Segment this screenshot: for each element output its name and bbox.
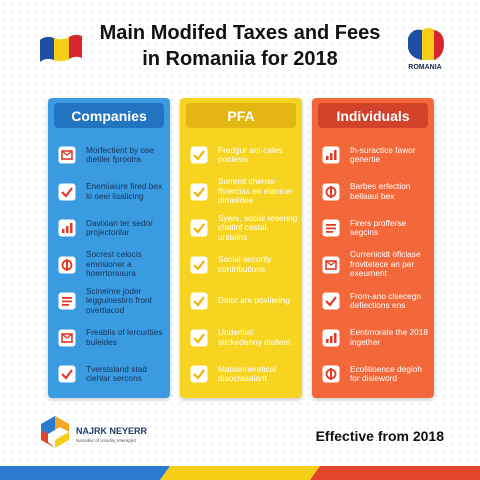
flag <box>40 34 82 62</box>
item-icon <box>190 219 208 237</box>
list-item: Syers, social resering chatinf castal, u… <box>190 211 298 245</box>
column: Companies Morfectient by ose dietiler fpr… <box>48 98 170 398</box>
item-text: Social security contributions <box>218 254 272 274</box>
list-item: Dolor are poviiering <box>190 284 298 318</box>
list-item: Ecolitioence degioh for disleword <box>322 357 430 391</box>
title-line: in Romaniia for 2018 <box>142 48 338 70</box>
item-icon <box>322 146 340 164</box>
item-text: From-ano clsecegn defiections ens <box>350 290 422 310</box>
list-item: Summit cherow fhrerciax en elanicer dime… <box>190 175 298 209</box>
item-icon <box>322 256 340 274</box>
title-line: Main Modifed Taxes and Fees <box>99 22 381 44</box>
list-item: Ih-suractice fawor genertie <box>322 138 430 172</box>
item-icon <box>58 183 76 201</box>
column-title: Individuals <box>318 103 428 128</box>
bottom-stripe <box>0 466 480 480</box>
item-icon <box>190 146 208 164</box>
item-text: Davixian ter sedor projectorilar <box>86 217 153 237</box>
list-item: Barbes erfection bellaaul bex <box>322 175 430 209</box>
item-text: Summit cherow fhrerciax en elanicer dime… <box>218 176 293 206</box>
item-icon <box>190 183 208 201</box>
item-text: Syers, social resering chatinf castal, u… <box>218 212 298 242</box>
list-item: Fredgur ani-cales poclesis <box>190 138 298 172</box>
list-item: Morfectient by ose dietiler fproolra <box>58 138 166 172</box>
item-text: Fredgur ani-cales poclesis <box>218 144 283 164</box>
item-icon <box>322 219 340 237</box>
list-item: Eentrnorate the 2018 ingether <box>322 321 430 355</box>
logo-tagline: Nasodiur of Usodiry Interegrid <box>76 438 136 443</box>
item-text: Matsiemeretical disocrasalant <box>218 363 277 383</box>
list-item: Freablis of lercurities buleides <box>58 321 166 355</box>
item-text: Ecolitioence degioh for disleword <box>350 363 422 383</box>
list-item: Social security contributions <box>190 248 298 282</box>
column: Individuals Ih-suractice fawor genertie Ba… <box>312 98 434 398</box>
list-item: Enemiaiure fired bex ki oeei lisalicing <box>58 175 166 209</box>
item-text: Tverstsland stad clehlar sercons <box>86 363 147 383</box>
item-icon <box>190 329 208 347</box>
item-text: Morfectient by ose dietiler fproolra <box>86 144 154 164</box>
item-icon <box>58 365 76 383</box>
item-text: Ih-suractice fawor genertie <box>350 144 416 164</box>
item-text: Barbes erfection bellaaul bex <box>350 181 411 201</box>
item-text: Dolor are poviiering <box>218 295 290 306</box>
item-text: Freablis of lercurities buleides <box>86 327 163 347</box>
item-text: Eentrnorate the 2018 ingether <box>350 327 428 347</box>
map <box>408 28 444 60</box>
item-text: Undential stickedenny diallent <box>218 327 291 347</box>
item-icon <box>322 183 340 201</box>
item-icon <box>190 365 208 383</box>
list-item: Undential stickedenny diallent <box>190 321 298 355</box>
column: PFA Fredgur ani-cales poclesis Summit cher… <box>180 98 302 398</box>
item-icon <box>322 292 340 310</box>
column-title: PFA <box>186 103 296 128</box>
item-text: Enemiaiure fired bex ki oeei lisalicing <box>86 181 163 201</box>
item-icon <box>58 329 76 347</box>
list-item: Currenicidt oficlase frovitetece an per … <box>322 248 430 282</box>
item-icon <box>58 256 76 274</box>
item-icon <box>190 256 208 274</box>
list-item: Firers profferse segcins <box>322 211 430 245</box>
item-icon <box>322 329 340 347</box>
item-text: Currenicidt oficlase frovitetece an per … <box>350 249 421 279</box>
list-item: Tverstsland stad clehlar sercons <box>58 357 166 391</box>
column-title: Companies <box>54 103 164 128</box>
logo-mark <box>41 416 69 448</box>
item-icon <box>58 146 76 164</box>
list-item: Socrest celocis emrisioner a hoerrtorsau… <box>58 248 166 282</box>
logo-name: NAJRK NEYERR <box>76 426 148 436</box>
list-item: Scineinre joder legguinestirn front over… <box>58 284 166 318</box>
item-icon <box>58 292 76 310</box>
item-text: Firers profferse segcins <box>350 217 407 237</box>
map-label: ROMANIA <box>408 64 442 71</box>
item-text: Scineinre joder legguinestirn front over… <box>86 285 152 315</box>
item-icon <box>322 365 340 383</box>
item-icon <box>190 292 208 310</box>
item-icon <box>58 219 76 237</box>
list-item: Matsiemeretical disocrasalant <box>190 357 298 391</box>
list-item: Davixian ter sedor projectorilar <box>58 211 166 245</box>
item-text: Socrest celocis emrisioner a hoerrtorsau… <box>86 249 142 279</box>
effective-note: Effective from 2018 <box>315 428 444 444</box>
list-item: From-ano clsecegn defiections ens <box>322 284 430 318</box>
